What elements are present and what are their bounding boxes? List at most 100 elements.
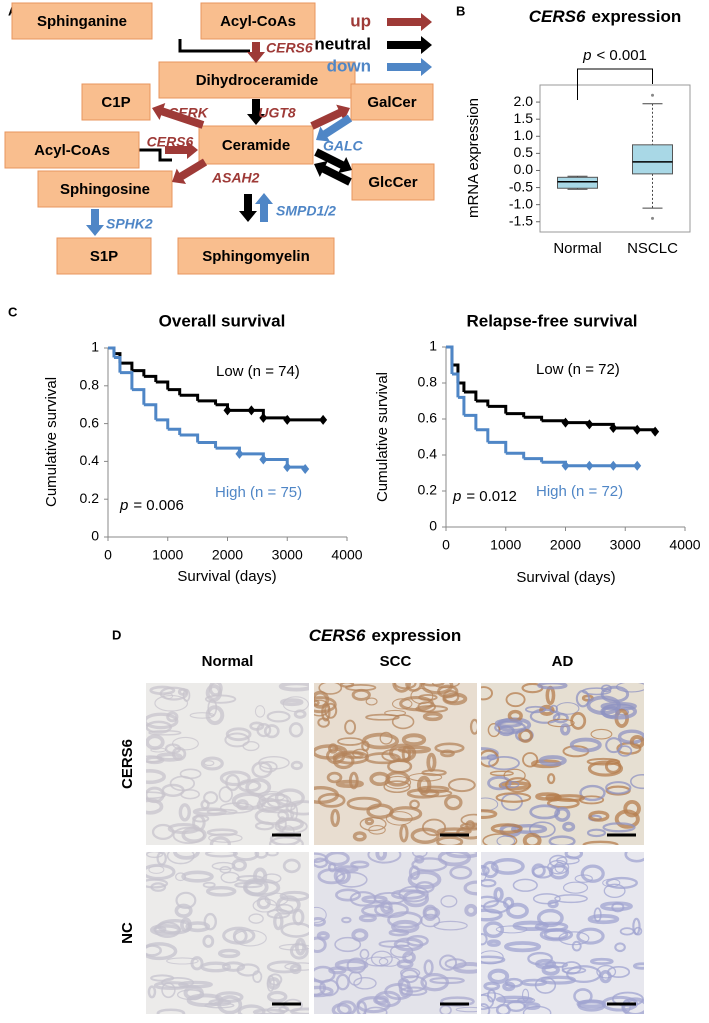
km-step — [155, 418, 170, 430]
tissue-blob — [576, 927, 605, 945]
tissue-blob — [605, 876, 638, 889]
tissue-blob — [494, 720, 527, 735]
tissue-blob — [172, 826, 205, 845]
tissue-blob — [203, 912, 217, 931]
tissue-blob — [332, 750, 370, 765]
arrow — [387, 13, 432, 31]
series-label: High (n = 72) — [536, 483, 623, 500]
km-step — [463, 390, 478, 401]
censor-marker — [319, 414, 328, 425]
tissue-blob — [505, 692, 526, 708]
tissue-blob — [326, 771, 343, 784]
tissue-blob — [414, 855, 425, 864]
tissue-blob — [487, 722, 501, 738]
tissue-blob — [481, 864, 487, 882]
tissue-blob — [633, 926, 643, 936]
node-label: GalCer — [367, 94, 416, 111]
node-box — [351, 163, 435, 201]
tissue-blob — [469, 718, 477, 735]
km-step — [451, 372, 460, 398]
enzyme-label: CERS6 — [266, 40, 313, 56]
y-tick-label: 0.6 — [80, 414, 100, 430]
tissue-blob — [442, 692, 468, 706]
tissue-blob — [619, 927, 635, 936]
tissue-blob — [203, 760, 215, 767]
node-box — [4, 131, 140, 169]
km-step — [143, 374, 158, 383]
tissue-blob — [319, 979, 340, 997]
tissue-blob — [383, 780, 411, 794]
node-box — [56, 237, 152, 275]
y-tick-label: 0 — [429, 518, 437, 534]
tissue-blob — [464, 903, 477, 917]
tissue-blob — [630, 773, 644, 790]
tissue-blob — [536, 908, 564, 928]
km-step — [179, 393, 200, 401]
annotation-text: = 0.012 — [466, 488, 516, 505]
tissue-blob — [358, 914, 377, 923]
tissue-blob — [512, 878, 538, 892]
arrow — [247, 99, 265, 125]
tissue-blob — [222, 926, 256, 945]
node-box — [158, 61, 356, 99]
node-box — [198, 125, 314, 165]
tissue-blob — [236, 963, 260, 977]
row-header: CERS6 — [119, 739, 136, 789]
km-step — [131, 369, 146, 377]
tissue-blob — [280, 922, 309, 938]
enzyme-label: ASAH2 — [211, 170, 260, 186]
tissue-blob — [156, 1008, 186, 1014]
tissue-blob — [234, 881, 263, 889]
tissue-blob — [314, 979, 327, 997]
tissue-blob — [225, 727, 252, 742]
tissue-blob — [146, 878, 169, 889]
tissue-blob — [611, 991, 644, 1007]
x-axis-label: Survival (days) — [516, 569, 615, 586]
tissue-blob — [504, 977, 523, 988]
km-step — [446, 345, 454, 374]
tissue-blob — [237, 1004, 266, 1014]
tissue-blob — [254, 852, 269, 859]
tissue-blob — [521, 988, 530, 1002]
tissue-blob — [449, 865, 473, 880]
tissue-blob — [375, 852, 387, 861]
tissue-blob — [494, 718, 523, 728]
tissue-blob — [258, 755, 290, 770]
tissue-blob — [153, 981, 189, 990]
tissue-blob — [587, 913, 620, 925]
tissue-blob — [178, 803, 191, 822]
tissue — [314, 683, 477, 845]
tissue-blob — [417, 785, 450, 794]
tissue-blob — [267, 990, 288, 1003]
km-step — [487, 440, 508, 454]
tissue-blob — [490, 823, 523, 834]
tissue-blob — [629, 734, 644, 749]
tissue-blob — [465, 820, 476, 830]
tissue-blob — [379, 731, 393, 745]
tissue-blob — [236, 799, 249, 811]
panel-label: C — [8, 304, 18, 319]
tissue-blob — [547, 899, 559, 909]
tissue-blob — [529, 804, 561, 820]
tissue-blob — [146, 756, 165, 765]
tissue-blob — [149, 685, 176, 696]
tissue-blob — [275, 817, 304, 831]
km-step — [119, 361, 134, 371]
arrow — [86, 209, 104, 236]
x-tick-label: 0 — [442, 537, 450, 553]
tissue-blob — [150, 882, 167, 892]
tissue-blob — [440, 895, 458, 908]
tissue-blob — [422, 711, 443, 722]
y-tick-label: 0.4 — [418, 446, 438, 462]
box — [632, 144, 673, 175]
y-tick-label: 0.2 — [418, 482, 438, 498]
tissue-blob — [500, 780, 520, 789]
legend-label: up — [350, 11, 371, 30]
tissue-blob — [421, 683, 445, 687]
tissue-blob — [535, 958, 557, 970]
tissue-blob — [587, 760, 624, 777]
tissue-blob — [175, 891, 197, 910]
arrow — [152, 102, 205, 129]
y-tick-label: 0.0 — [514, 161, 534, 177]
tissue-blob — [330, 808, 341, 827]
